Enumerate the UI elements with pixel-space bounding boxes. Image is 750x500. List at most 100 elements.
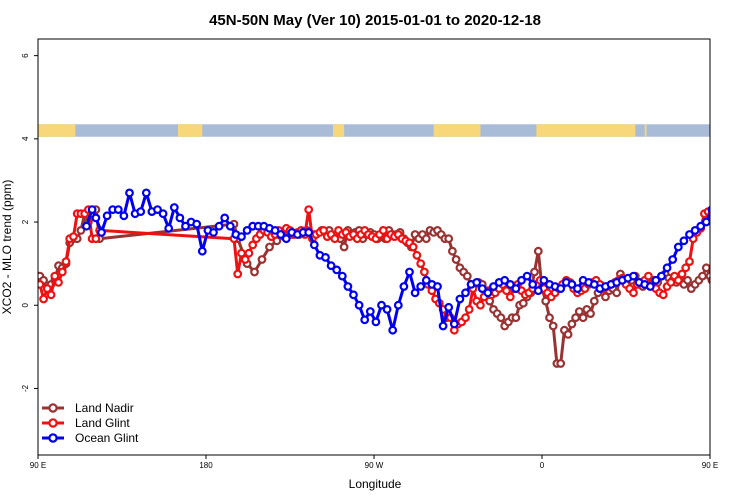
- data-point: [489, 282, 498, 291]
- data-point: [737, 210, 744, 217]
- data-point: [461, 313, 470, 323]
- data-point: [382, 305, 392, 314]
- data-point: [304, 205, 314, 215]
- legend-marker: [48, 433, 58, 443]
- data-point: [681, 263, 691, 273]
- data-point: [332, 265, 342, 275]
- data-point: [82, 221, 91, 231]
- data-point: [461, 288, 470, 298]
- data-point: [735, 235, 742, 242]
- data-point: [724, 265, 731, 272]
- data-point: [679, 236, 689, 246]
- data-point: [712, 223, 719, 230]
- x-tick-label: 180: [199, 461, 213, 470]
- data-point: [408, 242, 418, 252]
- data-point: [113, 205, 123, 215]
- data-point: [393, 300, 403, 310]
- data-point: [683, 275, 692, 285]
- data-point: [511, 284, 521, 294]
- data-point: [522, 271, 532, 281]
- data-point: [517, 275, 526, 285]
- data-point: [528, 280, 538, 289]
- data-point: [169, 203, 179, 212]
- data-point: [326, 261, 336, 271]
- data-point: [141, 188, 151, 198]
- data-point: [578, 313, 588, 323]
- data-point: [567, 319, 577, 329]
- data-point: [237, 232, 246, 242]
- data-point: [448, 246, 457, 256]
- data-point: [541, 296, 551, 306]
- data-point: [192, 219, 202, 229]
- data-point: [405, 267, 414, 277]
- data-point: [102, 211, 112, 221]
- data-point: [746, 229, 750, 236]
- mask-land-segment: [178, 124, 203, 137]
- data-point: [511, 313, 521, 323]
- x-axis-label: Longitude: [349, 477, 402, 491]
- mask-land-segment: [710, 124, 744, 136]
- data-point: [250, 267, 259, 277]
- y-tick-label: 4: [21, 136, 30, 141]
- data-point: [181, 221, 190, 231]
- data-point: [727, 227, 734, 234]
- data-point: [727, 260, 734, 267]
- data-point: [735, 235, 742, 242]
- data-point: [46, 290, 56, 300]
- x-tick-label: 90 W: [365, 461, 384, 470]
- data-point: [61, 257, 71, 267]
- data-point: [645, 282, 655, 291]
- data-point: [57, 267, 67, 277]
- data-point: [444, 234, 454, 244]
- legend-item: Land Glint: [42, 416, 130, 430]
- data-point: [662, 263, 672, 273]
- data-point: [668, 255, 678, 264]
- data-point: [257, 255, 267, 264]
- y-tick-label: -2: [21, 384, 30, 392]
- data-point: [586, 309, 595, 319]
- data-point: [220, 213, 230, 223]
- data-point: [720, 213, 727, 220]
- data-point: [742, 231, 749, 238]
- y-axis-label: XCO2 - MLO trend (ppm): [0, 180, 14, 315]
- data-point: [158, 209, 168, 219]
- y-tick-label: 2: [21, 219, 30, 224]
- data-point: [38, 280, 45, 289]
- data-point: [360, 315, 370, 325]
- data-point: [685, 257, 694, 267]
- data-point: [248, 240, 258, 250]
- data-point: [214, 221, 224, 231]
- mask-land-segment: [38, 124, 76, 137]
- data-point: [270, 225, 280, 235]
- y-tick-label: 6: [21, 53, 30, 58]
- data-point: [433, 282, 442, 291]
- data-point: [657, 271, 666, 281]
- legend-label: Land Glint: [75, 416, 130, 430]
- data-point: [225, 221, 235, 231]
- mask-land-segment: [536, 124, 636, 137]
- data-point: [716, 285, 723, 292]
- x-tick-label: 90 E: [702, 461, 718, 470]
- data-point: [240, 255, 250, 264]
- data-point: [612, 288, 622, 298]
- legend-item: Ocean Glint: [42, 431, 139, 445]
- data-point: [39, 294, 48, 304]
- data-point: [530, 267, 539, 277]
- data-point: [518, 298, 528, 308]
- data-point: [377, 300, 386, 310]
- legend-marker: [48, 403, 58, 413]
- data-point: [54, 278, 63, 287]
- data-point: [701, 263, 710, 273]
- data-point: [712, 281, 719, 288]
- mask-land-segment: [644, 124, 647, 137]
- data-point: [731, 238, 738, 245]
- data-point: [658, 290, 668, 300]
- data-point: [738, 233, 745, 240]
- data-point: [451, 255, 461, 264]
- data-point: [673, 275, 683, 285]
- data-point: [276, 230, 286, 239]
- data-point: [589, 296, 599, 306]
- series-ocean-glint: [82, 188, 744, 335]
- data-point: [319, 225, 329, 235]
